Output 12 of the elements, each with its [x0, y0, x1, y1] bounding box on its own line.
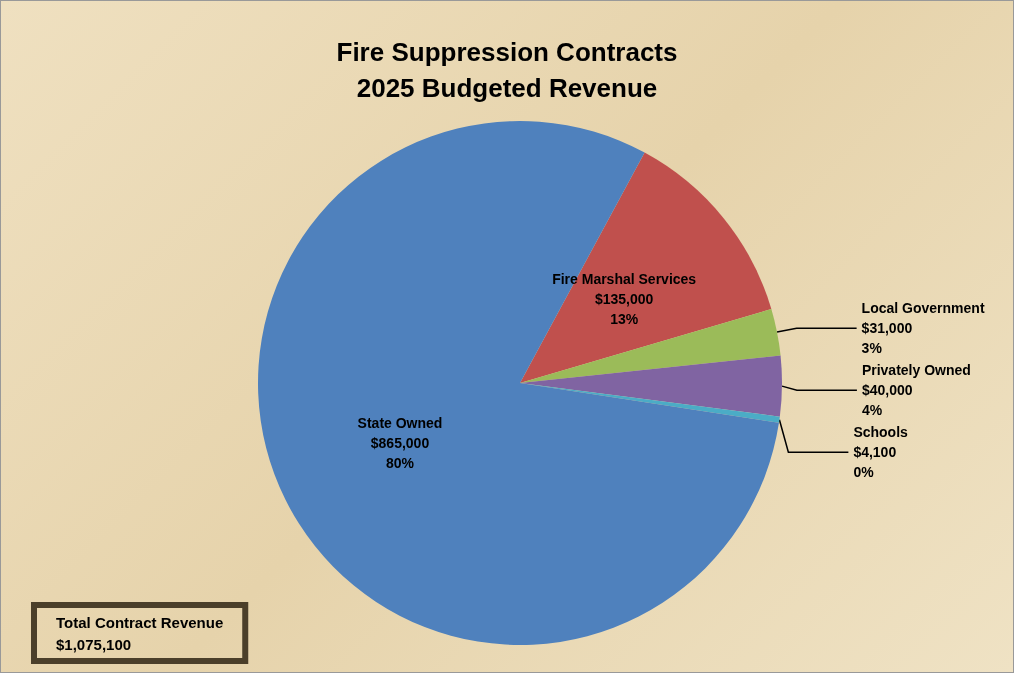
data-label: $31,000 3%	[861, 320, 913, 357]
chart-title: Fire Suppression Contracts 2025 Budgeted Revenue	[336, 37, 678, 103]
slice-label: Fire Marshal Services	[552, 270, 697, 287]
data-label: $4,100 0%	[853, 444, 897, 481]
slice-label: State Owned	[357, 414, 443, 431]
slice-label: Privately Owned	[861, 362, 971, 379]
data-label: $865,000 80%	[370, 434, 430, 471]
data-label: $40,000 4%	[861, 382, 913, 419]
text: Total Contract Revenue $1,075,100	[56, 613, 224, 653]
slice-label: Local Government	[861, 300, 985, 317]
slice-label: Schools	[853, 424, 909, 441]
data-label: $135,000 13%	[594, 290, 654, 327]
